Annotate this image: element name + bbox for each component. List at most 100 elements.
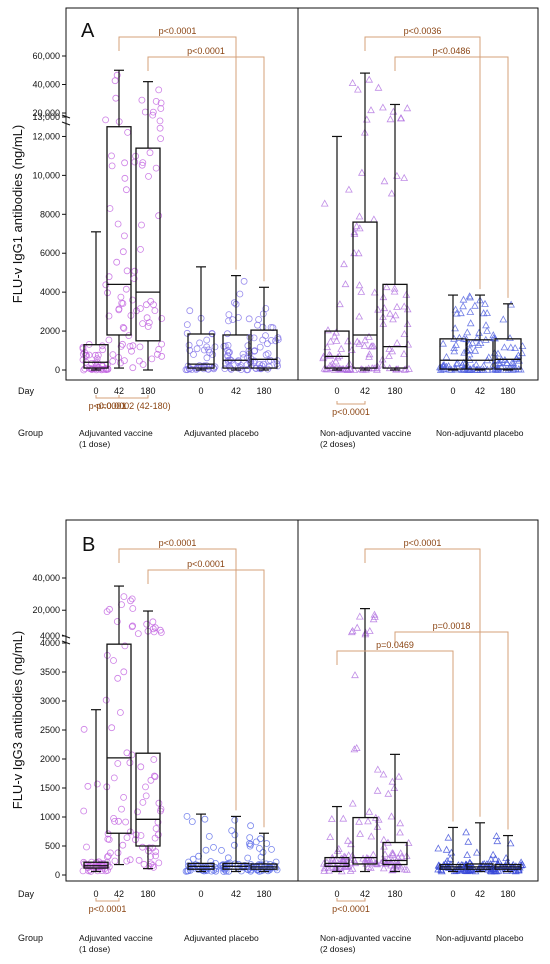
day-tick-label: 180 (140, 386, 155, 396)
group-label: Non-adjuvantd placebo (436, 933, 524, 943)
data-point (124, 128, 131, 136)
data-point (139, 159, 147, 167)
data-point (246, 834, 254, 841)
data-point (366, 863, 375, 871)
data-point (244, 854, 252, 862)
data-point (240, 277, 248, 285)
day-tick-label: 0 (93, 889, 98, 899)
data-point (146, 149, 154, 157)
data-point (379, 835, 388, 843)
data-point (330, 332, 339, 340)
data-point (487, 855, 495, 863)
data-point (135, 856, 143, 864)
data-point (186, 863, 194, 871)
data-point (467, 861, 476, 868)
data-point (378, 360, 387, 368)
data-point (256, 343, 264, 351)
data-point (379, 864, 388, 872)
data-point (503, 359, 512, 367)
data-point (106, 605, 113, 613)
data-point (121, 357, 128, 365)
data-point (183, 329, 191, 337)
data-point (202, 846, 210, 854)
data-point (332, 328, 340, 336)
p-value-label-bottom: p=0.0002 (42-180) (96, 401, 170, 411)
box (324, 856, 350, 867)
group-label: Adjuvanted placebo (184, 428, 259, 438)
y-tick-label: 6000 (40, 248, 60, 258)
data-point (365, 352, 373, 360)
box (83, 344, 109, 369)
data-point (188, 818, 196, 825)
data-point (491, 854, 500, 862)
data-point (344, 861, 353, 869)
data-point (497, 363, 506, 371)
panel-letter: B (82, 534, 95, 556)
data-point (212, 867, 220, 875)
box (187, 333, 215, 369)
group-label: Adjuvanted placebo (184, 933, 259, 943)
group-label-line2: (1 dose) (79, 944, 110, 954)
data-point (380, 304, 389, 312)
data-point (230, 299, 238, 307)
data-point (129, 364, 137, 372)
data-point (228, 827, 236, 834)
data-point (380, 842, 388, 850)
data-point (389, 107, 398, 115)
data-point (136, 343, 144, 351)
data-point (225, 317, 232, 325)
data-point (186, 866, 194, 874)
group-label: Adjuvanted vaccine (79, 428, 153, 438)
data-point (142, 301, 150, 309)
group-label: Adjuvanted vaccine (79, 933, 153, 943)
data-point (210, 844, 217, 851)
significance-bracket-bottom (118, 395, 149, 399)
data-point (323, 365, 332, 373)
significance-bracket (336, 650, 454, 822)
data-point (158, 340, 166, 348)
data-point (123, 857, 131, 865)
data-point (126, 759, 134, 767)
data-point (119, 300, 127, 307)
data-point (353, 337, 362, 345)
data-point (457, 309, 465, 317)
data-point (353, 623, 362, 631)
data-point (155, 212, 163, 220)
data-point (403, 104, 412, 112)
axis-break-mark (61, 121, 71, 126)
day-tick-label: 0 (198, 386, 203, 396)
data-point (151, 834, 159, 842)
data-point (231, 831, 239, 839)
data-point (394, 365, 402, 372)
data-point (389, 315, 397, 323)
p-value-label: p<0.0001 (159, 538, 197, 548)
data-point (364, 862, 373, 870)
box (382, 283, 408, 369)
data-point (155, 86, 163, 94)
significance-bracket (118, 36, 237, 270)
data-point (135, 357, 143, 365)
day-tick-label: 42 (114, 386, 124, 396)
data-point (151, 773, 159, 781)
data-point (390, 284, 399, 292)
data-point (391, 311, 400, 319)
data-point (489, 850, 497, 858)
data-point (143, 314, 151, 322)
data-point (98, 342, 106, 350)
data-point (204, 365, 212, 373)
data-point (355, 612, 364, 620)
data-point (459, 295, 468, 303)
data-point (246, 349, 253, 357)
data-point (400, 173, 409, 181)
data-point (451, 364, 460, 372)
data-point (123, 186, 130, 194)
data-point (218, 847, 225, 854)
data-point (396, 819, 405, 827)
data-point (455, 333, 464, 341)
data-point (105, 273, 113, 281)
data-point (120, 593, 128, 600)
data-point (223, 330, 231, 338)
data-point (364, 854, 373, 862)
data-point (320, 199, 329, 207)
